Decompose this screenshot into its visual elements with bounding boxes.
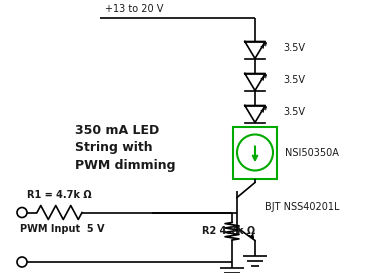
Text: +13 to 20 V: +13 to 20 V bbox=[105, 4, 163, 14]
Text: 3.5V: 3.5V bbox=[283, 43, 305, 53]
Text: R2 4.7k Ω: R2 4.7k Ω bbox=[202, 226, 255, 236]
Text: PWM Input  5 V: PWM Input 5 V bbox=[20, 224, 105, 235]
Text: NSI50350A: NSI50350A bbox=[285, 147, 339, 158]
Text: R1 = 4.7k Ω: R1 = 4.7k Ω bbox=[27, 191, 92, 200]
Text: 350 mA LED
String with
PWM dimming: 350 mA LED String with PWM dimming bbox=[75, 123, 176, 173]
Bar bbox=[233, 126, 277, 179]
Text: 3.5V: 3.5V bbox=[283, 75, 305, 85]
Text: 3.5V: 3.5V bbox=[283, 107, 305, 117]
Text: BJT NSS40201L: BJT NSS40201L bbox=[265, 203, 340, 212]
